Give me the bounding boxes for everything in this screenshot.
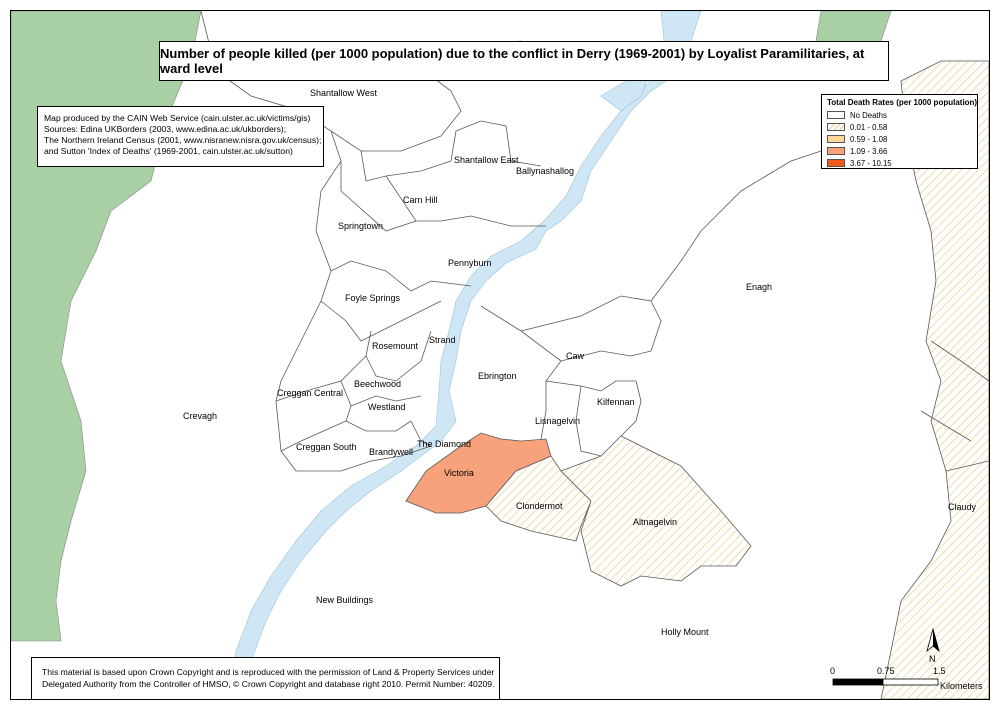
label-shantallow-east: Shantallow East [454,155,519,165]
label-strand: Strand [429,335,456,345]
copyright-line: This material is based upon Crown Copyri… [42,667,495,677]
label-westland: Westland [368,402,405,412]
label-crevagh: Crevagh [183,411,217,421]
source-line: and Sutton 'Index of Deaths' (1969-2001,… [44,146,293,156]
legend-item: No Deaths [827,109,972,121]
scale-tick-1: 0.75 [877,666,895,676]
label-lisnagelvin: Lisnagelvin [535,416,580,426]
ward-boundaries [200,11,989,472]
ward-victoria-area [405,432,552,514]
label-the-diamond: The Diamond [417,439,471,449]
scale-tick-2: 1.5 [933,666,946,676]
map-canvas: Shantallow West Shantallow East Ballynas… [11,11,989,699]
label-kilfennan: Kilfennan [597,397,635,407]
legend-swatch [827,111,845,119]
label-ebrington: Ebrington [478,371,517,381]
legend-item: 3.67 - 10.15 [827,157,972,169]
scale-bar: 0 0.75 1.5 Kilometers [830,666,983,691]
ward-claudy-area [880,60,989,699]
legend-label: 1.09 - 3.66 [850,146,888,156]
label-carn-hill: Carn Hill [403,195,438,205]
label-rosemount: Rosemount [372,341,419,351]
legend-label: No Deaths [850,110,887,120]
scale-unit: Kilometers [940,681,983,691]
label-ballynashallog: Ballynashallog [516,166,574,176]
source-line: The Northern Ireland Census (2001, www.n… [44,135,322,145]
legend-item: 0.59 - 1.08 [827,133,972,145]
map-title-box: Number of people killed (per 1000 popula… [159,41,889,81]
legend-item: 0.01 - 0.58 [827,121,972,133]
legend-item: 1.09 - 3.66 [827,145,972,157]
legend-label: 0.01 - 0.58 [850,122,888,132]
label-creggan-south: Creggan South [296,442,357,452]
river-foyle [225,11,702,699]
scale-tick-0: 0 [830,666,835,676]
source-line: Map produced by the CAIN Web Service (ca… [44,113,311,123]
legend: Total Death Rates (per 1000 population) … [821,94,978,169]
label-springtown: Springtown [338,221,383,231]
copyright-line: Delegated Authority from the Controller … [42,679,495,689]
legend-swatch [827,147,845,155]
map-frame: Shantallow West Shantallow East Ballynas… [10,10,990,700]
label-altnagelvin: Altnagelvin [633,517,677,527]
label-claudy: Claudy [948,502,977,512]
legend-swatch [827,159,845,167]
ward-labels: Shantallow West Shantallow East Ballynas… [183,88,977,637]
label-new-buildings: New Buildings [316,595,374,605]
river-lough-north [600,70,652,112]
label-pennyburn: Pennyburn [448,258,492,268]
label-caw: Caw [566,351,585,361]
label-creggan-central: Creggan Central [277,388,343,398]
legend-label: 0.59 - 1.08 [850,134,888,144]
legend-label: 3.67 - 10.15 [850,158,892,168]
label-foyle-springs: Foyle Springs [345,293,401,303]
label-victoria: Victoria [444,468,474,478]
north-arrow-icon: N [926,627,940,664]
ward-altnagelvin-area [560,435,752,587]
label-clondermot: Clondermot [516,501,563,511]
label-brandywell: Brandywell [369,447,413,457]
label-beechwood: Beechwood [354,379,401,389]
label-holly-mount: Holly Mount [661,627,709,637]
legend-title: Total Death Rates (per 1000 population) [827,98,978,107]
label-enagh: Enagh [746,282,772,292]
legend-swatch [827,123,845,131]
legend-swatch [827,135,845,143]
label-shantallow-west: Shantallow West [310,88,377,98]
source-line: Sources: Edina UKBorders (2003, www.edin… [44,124,287,134]
map-title: Number of people killed (per 1000 popula… [160,46,865,76]
source-info-box: Map produced by the CAIN Web Service (ca… [37,106,324,167]
outside-land-west [11,11,202,642]
copyright-box: This material is based upon Crown Copyri… [31,657,500,699]
north-label: N [929,654,936,664]
